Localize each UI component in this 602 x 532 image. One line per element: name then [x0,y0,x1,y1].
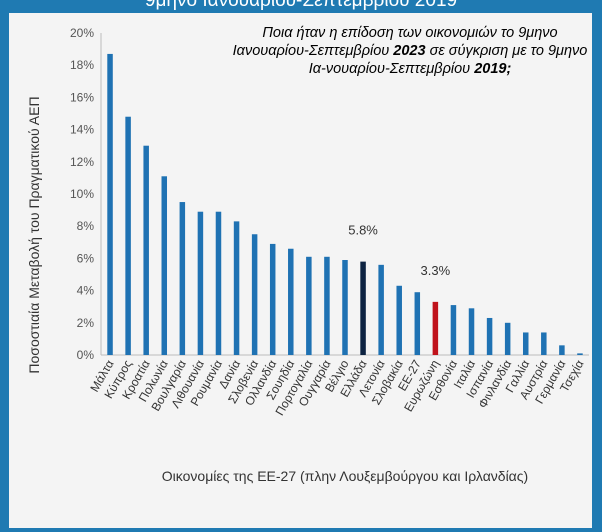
bar [468,308,475,355]
bar [360,261,366,355]
question-end: ; [506,61,512,77]
bar [378,264,384,355]
y-tick-label: 16% [70,90,94,104]
x-tick-labels: ΜάλταΚύπροςΚροατίαΠολωνίαΒουλγαρίαΛιθουα… [87,357,586,418]
bar [396,285,402,355]
bar [432,301,439,355]
y-tick-label: 2% [77,316,95,330]
bar [161,176,168,355]
x-axis-title: Οικονομίες της ΕΕ-27 (πλην Λουξεμβούργου… [161,468,529,484]
bar [288,248,294,355]
y-axis-title: Ποσοστιαία Μεταβολή του Πραγματικού ΑΕΠ [26,96,42,374]
bar [233,221,240,355]
bars [107,53,583,356]
bar [251,234,258,355]
bar [324,256,330,355]
data-label: 5.8% [348,223,378,238]
y-tick-label: 4% [77,284,95,298]
y-tick-label: 12% [70,155,94,169]
bar [414,292,421,355]
question-part2: σε σύγκριση με το 9μηνο Ια-νουαρίου-Σεπτ… [308,43,588,77]
bar [486,317,493,355]
data-labels: 5.8% 3.3% [348,223,450,278]
bar [577,353,583,355]
bar [269,243,276,355]
chart-panel [9,13,592,528]
bar [450,305,457,355]
y-tick-label: 10% [70,187,94,201]
y-tick-label: 6% [77,251,95,265]
y-tick-label: 20% [70,26,94,40]
bar [522,332,529,355]
y-tick-label: 8% [77,219,95,233]
bar [125,116,131,355]
y-tick-label: 18% [70,58,94,72]
bar [541,332,547,355]
bar [107,53,113,356]
data-label: 3.3% [421,263,451,278]
question-year1: 2023 [393,43,426,59]
bar [215,211,222,355]
question-year2: 2019 [474,61,507,77]
bar [306,256,312,355]
y-tick-labels: 0% 2% 4% 6% 8% 10% 12% 14% 16% 18% 20% [70,26,94,362]
bar [197,211,204,355]
y-tick-label: 14% [70,123,94,137]
question-part1: Ποια ήταν η επίδοση των οικονομιών το 9μ… [232,25,558,59]
y-tick-label: 0% [77,348,95,362]
banner-title: 9μηνο Ιανουαρίου-Σεπτεμβρίου 2019 [144,0,458,11]
chart-question: Ποια ήταν η επίδοση των οικονομιών το 9μ… [232,24,588,78]
bar [342,260,348,355]
bar [143,145,149,355]
bar [504,322,511,355]
bar [179,202,186,355]
bar [559,345,565,355]
